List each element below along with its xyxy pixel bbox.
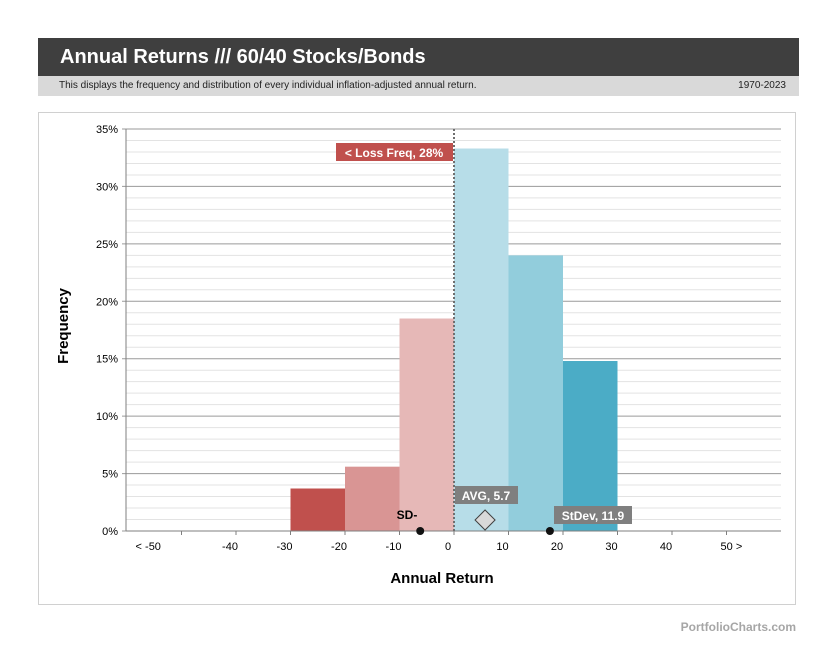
- y-tick-label: 35%: [96, 124, 118, 136]
- chart-header: Annual Returns /// 60/40 Stocks/Bonds: [38, 38, 799, 76]
- histogram-bar: [290, 488, 345, 531]
- histogram-bars: [290, 148, 618, 532]
- date-range: 1970-2023: [738, 80, 786, 91]
- histogram-bar: [563, 361, 618, 531]
- y-axis-label: Frequency: [55, 287, 72, 364]
- y-tick-label: 25%: [96, 239, 118, 251]
- axes: 0% 5% 10% 15% 20% 25% 30% 35% < -50 -40 -30 -20 -10 0…: [96, 124, 781, 553]
- chart-subheader: This displays the frequency and distribu…: [38, 76, 799, 96]
- x-tick-label: < -50: [136, 541, 161, 553]
- y-tick-label: 10%: [96, 411, 118, 423]
- chart-title: Annual Returns /// 60/40 Stocks/Bonds: [60, 46, 426, 68]
- brand-footer: PortfolioCharts.com: [680, 620, 796, 634]
- x-tick-label: 10: [496, 541, 508, 553]
- chart-description: This displays the frequency and distribu…: [59, 80, 477, 91]
- stdev-minus-label: SD-: [397, 508, 418, 522]
- x-tick-label: 50 >: [721, 541, 743, 553]
- stdev-label: StDev, 11.9: [562, 509, 625, 523]
- x-axis-label: Annual Return: [390, 570, 493, 587]
- x-tick-label: -20: [331, 541, 347, 553]
- x-tick-label: -40: [222, 541, 238, 553]
- loss-freq-label-bg: [336, 143, 453, 161]
- stdev-minus-marker: [416, 527, 425, 535]
- histogram-bar: [508, 255, 563, 532]
- stdev-plus-marker: [545, 527, 554, 535]
- x-tick-label: 0: [445, 541, 451, 553]
- loss-freq-label: < Loss Freq, 28%: [345, 146, 444, 160]
- x-tick-label: -10: [386, 541, 402, 553]
- y-tick-label: 0%: [102, 526, 118, 538]
- x-tick-label: 20: [551, 541, 563, 553]
- x-tick-label: 40: [660, 541, 672, 553]
- histogram-bar: [399, 318, 454, 531]
- histogram-bar: [345, 466, 400, 531]
- stdev-label-bg: [554, 506, 632, 524]
- x-tick-label: 30: [605, 541, 617, 553]
- y-tick-label: 20%: [96, 296, 118, 308]
- y-tick-label: 5%: [102, 469, 118, 481]
- histogram-bar: [454, 148, 509, 532]
- avg-label: AVG, 5.7: [462, 489, 511, 503]
- avg-label-bg: [455, 486, 518, 504]
- avg-diamond-marker: [474, 509, 496, 531]
- y-tick-label: 15%: [96, 354, 118, 366]
- y-tick-label: 30%: [96, 181, 118, 193]
- x-tick-label: -30: [277, 541, 293, 553]
- annotations: < Loss Freq, 28% AVG, 5.7 StDev, 11.9 SD-: [336, 129, 632, 535]
